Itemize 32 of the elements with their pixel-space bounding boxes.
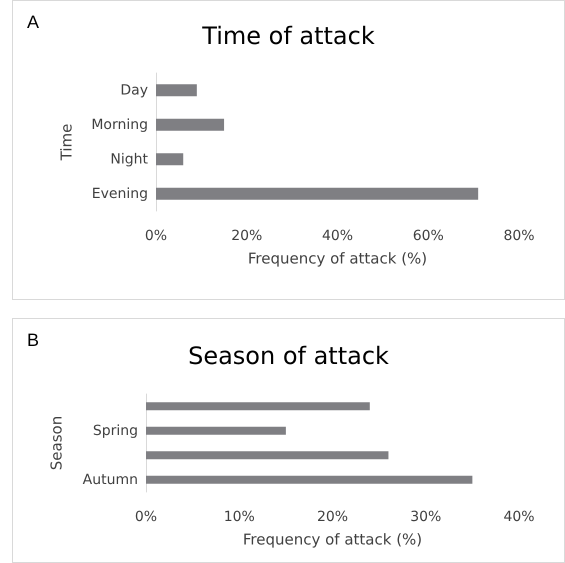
bar bbox=[146, 451, 388, 460]
bar bbox=[146, 402, 370, 410]
y-tick-label: Autumn bbox=[82, 472, 138, 488]
chart-title: Season of attack bbox=[188, 342, 390, 370]
bar bbox=[156, 118, 224, 131]
x-tick-label: 30% bbox=[410, 509, 442, 525]
text: B bbox=[27, 330, 40, 350]
bar bbox=[156, 84, 197, 96]
x-tick-label: 80% bbox=[503, 228, 535, 244]
x-tick-label: 20% bbox=[316, 509, 348, 525]
text: A bbox=[27, 12, 40, 32]
y-axis-title: Time bbox=[58, 124, 76, 162]
y-tick-label: Night bbox=[110, 151, 148, 168]
y-tick-label: Evening bbox=[92, 186, 148, 202]
bar bbox=[146, 426, 286, 435]
chart-title: Time of attack bbox=[201, 22, 375, 50]
x-tick-label: 0% bbox=[134, 509, 158, 525]
y-tick-label: Spring bbox=[92, 422, 138, 439]
y-tick-label: Morning bbox=[91, 116, 148, 133]
x-axis-title: Frequency of attack (%) bbox=[242, 530, 422, 548]
x-tick-label: 60% bbox=[412, 228, 444, 244]
y-tick-label: Day bbox=[120, 82, 148, 98]
y-axis-title: Season bbox=[48, 416, 66, 470]
x-tick-label: 40% bbox=[322, 228, 354, 244]
x-tick-label: 40% bbox=[503, 509, 535, 525]
x-axis-title: Frequency of attack (%) bbox=[248, 250, 428, 268]
x-tick-label: 10% bbox=[224, 509, 255, 525]
x-tick-label: 20% bbox=[231, 228, 262, 244]
bar bbox=[156, 153, 184, 166]
x-tick-label: 0% bbox=[144, 228, 168, 244]
bar bbox=[156, 188, 478, 200]
bar bbox=[146, 476, 472, 484]
